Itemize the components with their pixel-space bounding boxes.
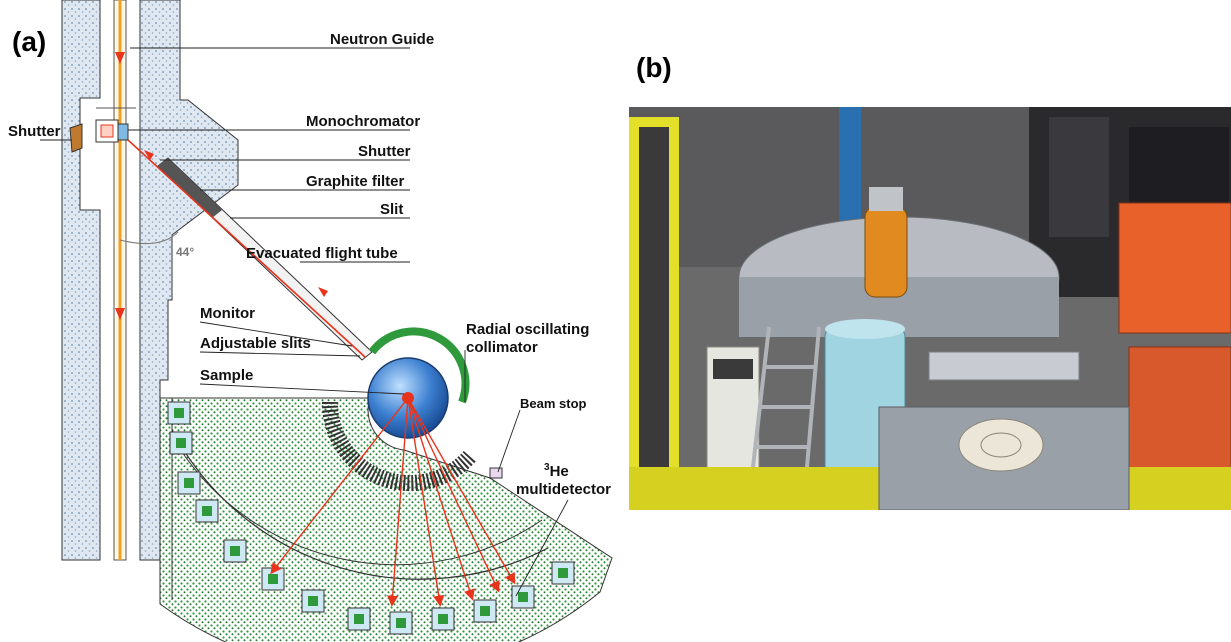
shielding-blocks: [1118, 202, 1231, 334]
detector-bank: [159, 397, 613, 642]
monochromator: [95, 107, 136, 143]
multidetector-label: multidetector: [516, 481, 611, 498]
angle-label: 44°: [176, 245, 194, 259]
left-shutter: [69, 123, 83, 153]
monochromator-label: Monochromator: [306, 113, 420, 130]
adjustable-slits-label: Adjustable slits: [200, 335, 311, 352]
neutron-guide-label: Neutron Guide: [330, 31, 434, 48]
shutter-label-right: Shutter: [358, 143, 411, 160]
flight-tube-label: Evacuated flight tube: [246, 245, 398, 262]
slit-label: Slit: [380, 201, 403, 218]
neutron-guide: [113, 0, 127, 561]
monitor-label: Monitor: [200, 305, 255, 322]
graphite-filter-label: Graphite filter: [306, 173, 405, 190]
he-label: 3He: [544, 462, 569, 480]
beam-pipe: [928, 351, 1080, 381]
blue-column: [839, 107, 861, 247]
shutter-label-left: Shutter: [8, 123, 61, 140]
detector-modules: [167, 401, 575, 635]
radial-collimator-label-2: collimator: [466, 339, 538, 356]
radial-collimator-label: Radial oscillating: [466, 321, 589, 338]
angle-indicator: [119, 231, 179, 245]
panel-label-b: (b): [636, 52, 672, 83]
instrument-schematic: Neutron Guide Monochromator Shutter Shut…: [8, 0, 613, 642]
instrument-photo: [629, 107, 1231, 510]
beam-stop: [489, 467, 503, 479]
sample-label: Sample: [200, 367, 253, 384]
flight-tube: [127, 139, 373, 361]
cryostat: [864, 206, 908, 298]
leader-lines: [40, 47, 569, 597]
fan-unit: [958, 418, 1044, 472]
scattered-rays: [270, 397, 516, 607]
beam-stop-label: Beam stop: [520, 396, 587, 411]
panel-label-a: (a): [12, 26, 47, 57]
